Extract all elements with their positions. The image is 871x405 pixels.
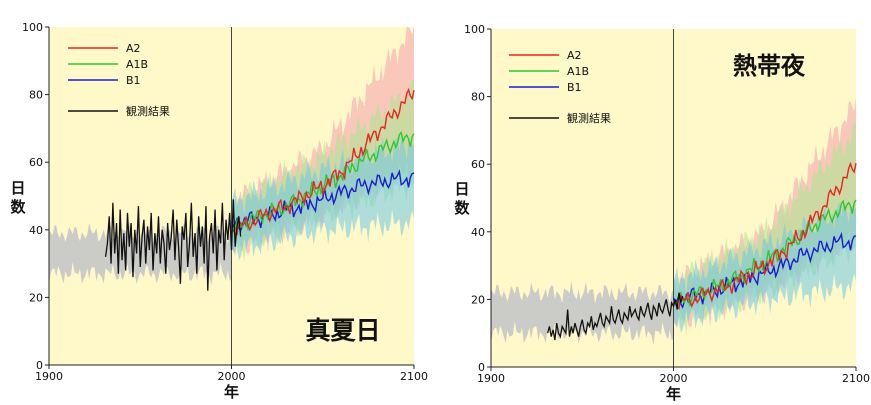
chart-panel-right: 0 20 40 60 80 100 1900 2000 2100 日数年 A2 A1B B1 観測結果 熱帯… (454, 23, 870, 403)
series-line-observed (104, 199, 242, 291)
y-tick-label: 40 (29, 224, 43, 237)
legend-label: A1B (126, 58, 148, 71)
y-tick-label: 40 (471, 226, 485, 239)
y-tick-label: 60 (471, 158, 485, 171)
legend-label: B1 (567, 81, 582, 94)
x-axis-label: 年 (666, 385, 681, 403)
y-tick-label: 100 (464, 23, 485, 36)
x-tick-label: 2000 (660, 372, 688, 385)
y-tick-label: 20 (471, 293, 485, 306)
series-line-a2 (231, 87, 415, 236)
y-axis-label: 日数 (454, 180, 470, 217)
legend-label: A2 (126, 42, 141, 55)
y-tick-label: 0 (36, 359, 43, 372)
chart-panel-left: 0 20 40 60 80 100 1900 2000 2100 日数年 A2 A1B B1 観測結果真夏… (10, 21, 428, 401)
chart-title: 熱帯夜 (733, 52, 806, 80)
legend-label: 観測結果 (567, 111, 611, 125)
y-tick-label: 60 (29, 156, 43, 169)
series-line-observed (546, 292, 684, 341)
x-tick-label: 2100 (400, 370, 428, 383)
x-tick-label: 1900 (477, 372, 505, 385)
x-tick-label: 1900 (35, 370, 63, 383)
legend-label: B1 (126, 74, 141, 87)
x-tick-label: 2000 (218, 370, 246, 383)
control-run-band (491, 281, 674, 346)
legend-label: 観測結果 (126, 104, 170, 118)
y-tick-label: 20 (29, 291, 43, 304)
y-axis-label: 日数 (10, 179, 26, 216)
x-tick-label: 2100 (842, 372, 870, 385)
series-line-a1b (673, 199, 857, 308)
x-axis-label: 年 (224, 383, 239, 401)
y-tick-label: 0 (478, 361, 485, 374)
chart-title: 真夏日 (305, 316, 380, 345)
y-tick-label: 80 (29, 89, 43, 102)
legend-label: A1B (567, 65, 589, 78)
legend-label: A2 (567, 49, 582, 62)
y-tick-label: 80 (471, 91, 485, 104)
series-line-a2 (672, 161, 857, 310)
y-tick-label: 100 (22, 21, 43, 34)
